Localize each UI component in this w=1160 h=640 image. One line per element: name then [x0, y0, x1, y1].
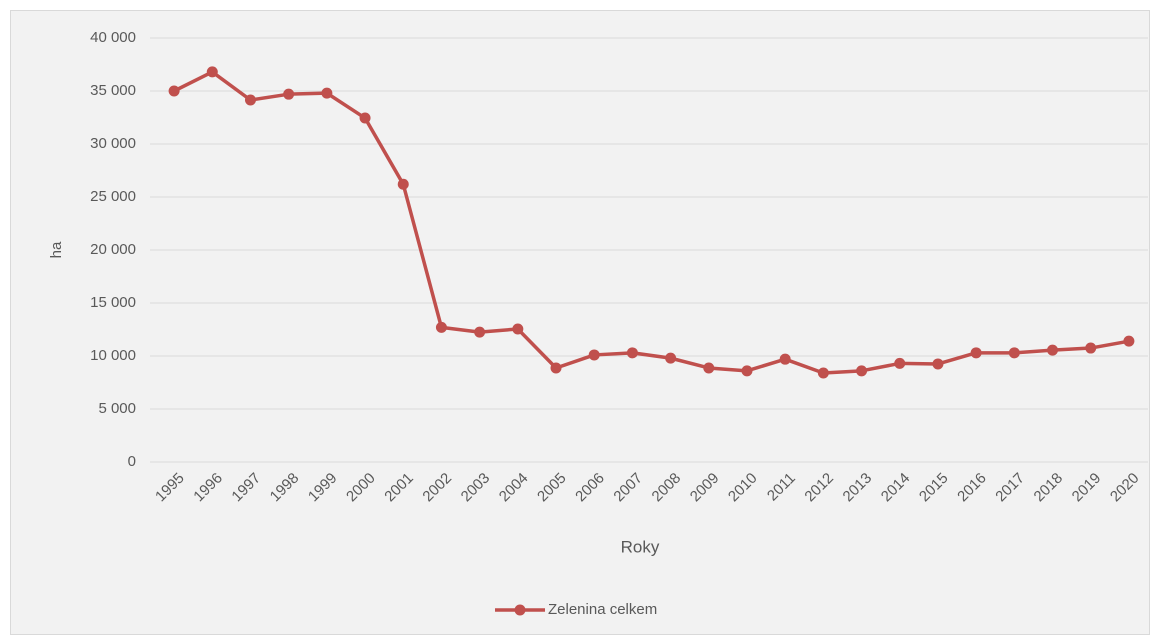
data-point: [970, 347, 982, 359]
data-point: [283, 88, 295, 100]
data-point: [1123, 335, 1135, 347]
data-point: [359, 112, 371, 124]
data-point: [474, 326, 486, 338]
data-point: [397, 178, 409, 190]
chart-area: [10, 10, 1150, 635]
data-point: [435, 321, 447, 333]
legend-label: Zelenina celkem: [548, 601, 657, 618]
data-point: [1047, 344, 1059, 356]
data-point: [779, 353, 791, 365]
y-tick-label: 5 000: [98, 400, 136, 417]
data-point: [168, 85, 180, 97]
data-point: [741, 365, 753, 377]
data-point: [206, 66, 218, 78]
y-tick-label: 10 000: [90, 347, 136, 364]
data-line: [173, 70, 1130, 375]
data-point: [1008, 347, 1020, 359]
y-tick-label: 15 000: [90, 294, 136, 311]
y-axis-title: ha: [48, 241, 65, 258]
data-point: [894, 357, 906, 369]
data-point: [665, 352, 677, 364]
y-tick-label: 40 000: [90, 29, 136, 46]
y-tick-label: 35 000: [90, 82, 136, 99]
y-tick-label: 0: [128, 453, 136, 470]
y-tick-label: 20 000: [90, 241, 136, 258]
data-point: [588, 349, 600, 361]
data-point: [932, 358, 944, 370]
data-point: [550, 362, 562, 374]
y-tick-label: 25 000: [90, 188, 136, 205]
data-point: [817, 367, 829, 379]
data-point: [626, 347, 638, 359]
data-point: [244, 94, 256, 106]
data-point: [703, 362, 715, 374]
x-axis-title: Roky: [621, 537, 660, 556]
data-point: [856, 365, 868, 377]
data-point: [1085, 342, 1097, 354]
legend-marker: [514, 604, 526, 616]
y-tick-label: 30 000: [90, 135, 136, 152]
data-point: [321, 87, 333, 99]
data-point: [512, 323, 524, 335]
